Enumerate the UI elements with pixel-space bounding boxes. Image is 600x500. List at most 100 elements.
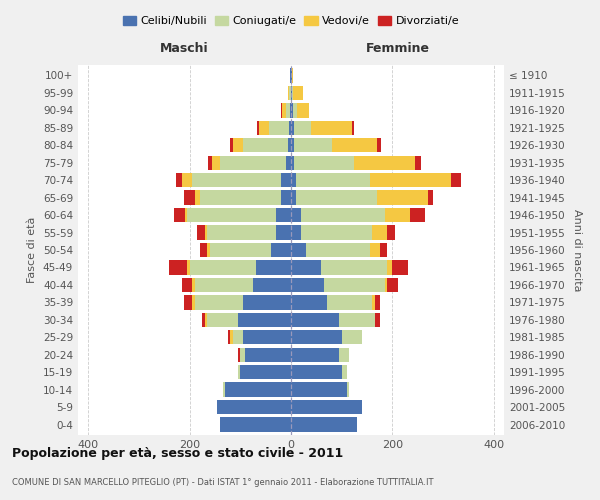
- Bar: [291, 156, 293, 170]
- Bar: [291, 278, 324, 292]
- Bar: [223, 382, 225, 397]
- Bar: [243, 330, 291, 344]
- Bar: [220, 418, 291, 432]
- Bar: [271, 243, 291, 257]
- Bar: [352, 120, 355, 135]
- Text: Maschi: Maschi: [160, 42, 209, 56]
- Bar: [388, 226, 395, 239]
- Bar: [281, 103, 283, 118]
- Bar: [347, 382, 349, 397]
- Bar: [240, 348, 245, 362]
- Bar: [286, 103, 290, 118]
- Bar: [182, 173, 192, 188]
- Bar: [194, 190, 200, 205]
- Bar: [296, 173, 370, 188]
- Bar: [293, 156, 355, 170]
- Bar: [374, 312, 380, 327]
- Bar: [392, 260, 407, 274]
- Bar: [253, 278, 291, 292]
- Bar: [283, 103, 286, 118]
- Bar: [342, 365, 347, 380]
- Bar: [182, 278, 192, 292]
- Bar: [238, 312, 291, 327]
- Bar: [388, 278, 398, 292]
- Bar: [301, 226, 372, 239]
- Bar: [208, 243, 210, 257]
- Bar: [269, 120, 289, 135]
- Bar: [175, 208, 185, 222]
- Bar: [289, 138, 291, 152]
- Bar: [225, 382, 291, 397]
- Bar: [289, 86, 291, 100]
- Bar: [281, 173, 291, 188]
- Bar: [291, 103, 293, 118]
- Y-axis label: Fasce di età: Fasce di età: [28, 217, 37, 283]
- Bar: [200, 243, 208, 257]
- Legend: Celibi/Nubili, Coniugati/e, Vedovi/e, Divorziati/e: Celibi/Nubili, Coniugati/e, Vedovi/e, Di…: [118, 12, 464, 30]
- Bar: [187, 260, 190, 274]
- Bar: [291, 190, 296, 205]
- Bar: [205, 226, 208, 239]
- Bar: [176, 173, 182, 188]
- Bar: [385, 278, 388, 292]
- Bar: [233, 138, 243, 152]
- Bar: [339, 312, 374, 327]
- Bar: [291, 208, 301, 222]
- Bar: [291, 295, 326, 310]
- Bar: [291, 365, 342, 380]
- Bar: [291, 243, 306, 257]
- Bar: [374, 295, 380, 310]
- Bar: [245, 348, 291, 362]
- Bar: [291, 312, 339, 327]
- Bar: [230, 138, 233, 152]
- Bar: [291, 260, 322, 274]
- Bar: [292, 86, 293, 100]
- Bar: [194, 295, 243, 310]
- Bar: [208, 312, 238, 327]
- Bar: [238, 348, 240, 362]
- Bar: [339, 348, 349, 362]
- Bar: [293, 103, 296, 118]
- Bar: [388, 260, 392, 274]
- Bar: [217, 400, 291, 414]
- Bar: [169, 260, 187, 274]
- Bar: [293, 120, 311, 135]
- Bar: [306, 243, 370, 257]
- Bar: [220, 156, 286, 170]
- Bar: [291, 226, 301, 239]
- Bar: [187, 208, 276, 222]
- Bar: [210, 243, 271, 257]
- Bar: [311, 120, 352, 135]
- Bar: [296, 190, 377, 205]
- Bar: [212, 156, 220, 170]
- Bar: [276, 208, 291, 222]
- Bar: [230, 330, 233, 344]
- Bar: [197, 226, 205, 239]
- Bar: [205, 312, 208, 327]
- Y-axis label: Anni di nascita: Anni di nascita: [572, 209, 582, 291]
- Text: COMUNE DI SAN MARCELLO PITEGLIO (PT) - Dati ISTAT 1° gennaio 2011 - Elaborazione: COMUNE DI SAN MARCELLO PITEGLIO (PT) - D…: [12, 478, 433, 487]
- Bar: [208, 156, 212, 170]
- Bar: [200, 190, 281, 205]
- Bar: [243, 138, 289, 152]
- Bar: [194, 278, 253, 292]
- Bar: [410, 208, 425, 222]
- Bar: [185, 190, 194, 205]
- Bar: [293, 86, 303, 100]
- Bar: [301, 208, 385, 222]
- Bar: [190, 260, 256, 274]
- Bar: [451, 173, 461, 188]
- Bar: [324, 278, 385, 292]
- Bar: [256, 260, 291, 274]
- Bar: [372, 295, 374, 310]
- Bar: [296, 103, 309, 118]
- Bar: [227, 330, 230, 344]
- Bar: [322, 260, 388, 274]
- Bar: [257, 120, 259, 135]
- Bar: [291, 418, 357, 432]
- Bar: [291, 400, 362, 414]
- Bar: [292, 68, 293, 82]
- Text: Popolazione per età, sesso e stato civile - 2011: Popolazione per età, sesso e stato civil…: [12, 448, 343, 460]
- Bar: [288, 86, 289, 100]
- Bar: [370, 173, 451, 188]
